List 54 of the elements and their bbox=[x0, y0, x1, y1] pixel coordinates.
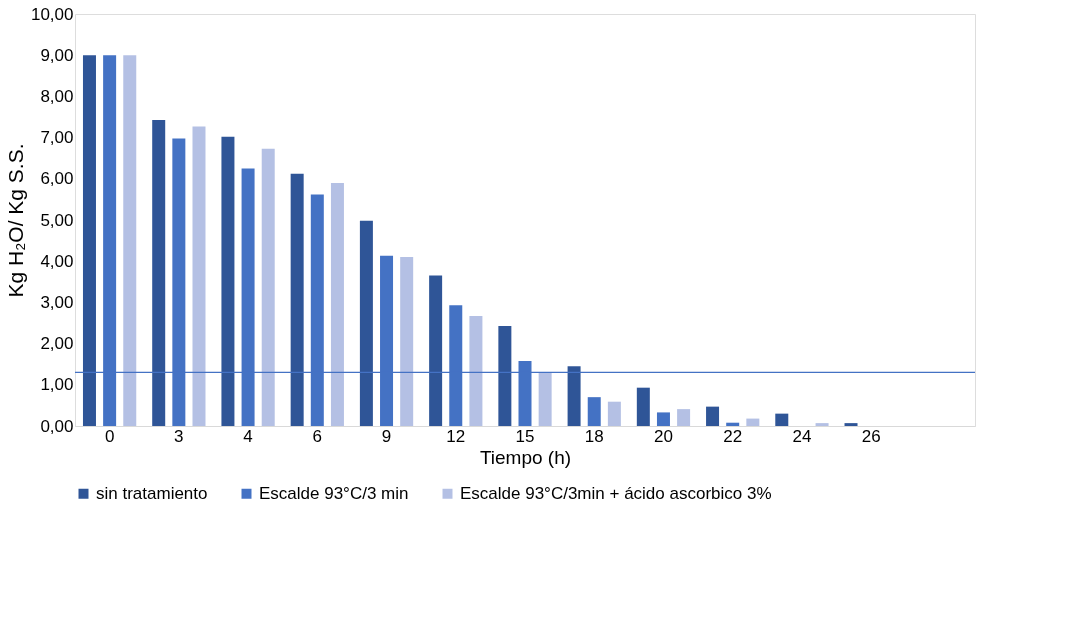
bar bbox=[330, 182, 344, 426]
x-tick-label: 15 bbox=[515, 426, 535, 446]
x-tick-label: 6 bbox=[312, 426, 323, 446]
x-tick-label: 22 bbox=[723, 426, 743, 446]
x-tick-label: 24 bbox=[792, 426, 812, 446]
x-tick-label: 12 bbox=[446, 426, 466, 446]
y-axis-title: Kg H₂O/ Kg S.S. bbox=[3, 143, 27, 298]
y-tick-label: 2,00 bbox=[40, 334, 74, 354]
bar bbox=[261, 148, 275, 426]
bar bbox=[400, 257, 414, 426]
bar bbox=[706, 406, 720, 426]
bar bbox=[290, 173, 304, 426]
bar bbox=[498, 325, 512, 426]
bar bbox=[469, 316, 483, 426]
bar bbox=[567, 366, 581, 426]
bar bbox=[82, 55, 96, 426]
y-tick-label: 10,00 bbox=[30, 4, 74, 24]
y-tick-label: 4,00 bbox=[40, 251, 74, 271]
bar bbox=[636, 387, 650, 426]
y-tick-label: 0,00 bbox=[40, 416, 74, 436]
x-tick-label: 20 bbox=[654, 426, 673, 446]
x-axis-title: Tiempo (h) bbox=[479, 446, 572, 468]
bar bbox=[538, 372, 552, 426]
bar bbox=[746, 418, 760, 426]
y-tick-label: 6,00 bbox=[40, 169, 74, 189]
bar bbox=[429, 275, 443, 426]
y-tick-label: 1,00 bbox=[40, 375, 74, 395]
x-tick-label: 4 bbox=[243, 426, 253, 446]
bar bbox=[726, 422, 740, 426]
legend-label: Escalde 93°C/3min + ácido ascorbico 3% bbox=[460, 483, 772, 503]
bar bbox=[656, 412, 670, 426]
y-tick-label: 9,00 bbox=[40, 45, 74, 65]
bar bbox=[123, 55, 137, 426]
y-tick-label: 3,00 bbox=[40, 292, 74, 312]
x-tick-label: 3 bbox=[174, 426, 184, 446]
bar bbox=[587, 397, 601, 426]
bar bbox=[152, 119, 166, 426]
bar bbox=[775, 413, 789, 426]
legend-label: sin tratamiento bbox=[96, 483, 208, 503]
y-tick-label: 5,00 bbox=[40, 210, 74, 230]
y-tick-label: 7,00 bbox=[40, 128, 74, 148]
bar bbox=[192, 126, 206, 426]
x-tick-label: 0 bbox=[104, 426, 115, 446]
y-tick-label: 8,00 bbox=[40, 86, 74, 106]
bar bbox=[844, 423, 858, 426]
bar bbox=[677, 409, 691, 426]
bar bbox=[359, 220, 373, 426]
x-tick-label: 18 bbox=[584, 426, 604, 446]
bar bbox=[815, 423, 829, 426]
bar bbox=[221, 136, 235, 426]
bar bbox=[607, 401, 621, 426]
x-tick-label: 26 bbox=[861, 426, 881, 446]
legend-label: Escalde 93°C/3 min bbox=[259, 483, 409, 503]
x-tick-label: 9 bbox=[381, 426, 392, 446]
